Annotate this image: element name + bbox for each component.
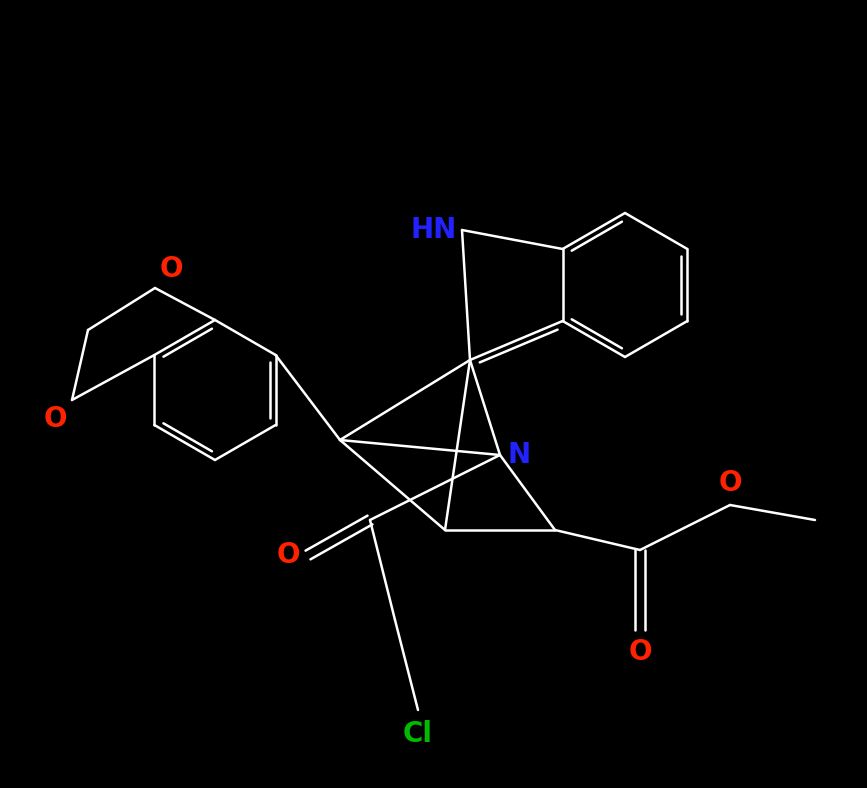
Text: O: O <box>718 469 742 497</box>
Text: O: O <box>43 405 67 433</box>
Text: O: O <box>160 255 184 283</box>
Text: O: O <box>629 638 652 666</box>
Text: Cl: Cl <box>403 720 433 748</box>
Text: N: N <box>508 441 531 469</box>
Text: HN: HN <box>411 216 457 244</box>
Text: O: O <box>277 541 300 569</box>
